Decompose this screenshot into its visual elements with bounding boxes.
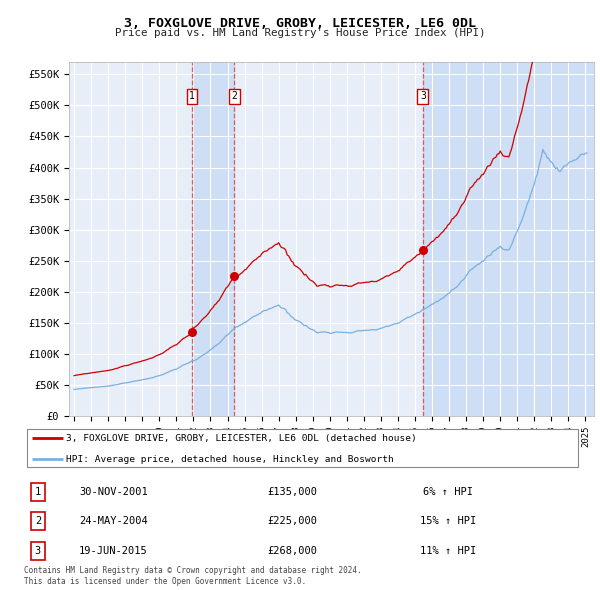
Text: 15% ↑ HPI: 15% ↑ HPI	[420, 516, 476, 526]
Text: £268,000: £268,000	[267, 546, 317, 556]
Text: 19-JUN-2015: 19-JUN-2015	[79, 546, 148, 556]
Bar	[192, 62, 234, 416]
Text: 1: 1	[189, 91, 195, 101]
Text: £225,000: £225,000	[267, 516, 317, 526]
Text: HPI: Average price, detached house, Hinckley and Bosworth: HPI: Average price, detached house, Hinc…	[66, 455, 394, 464]
Text: 24-MAY-2004: 24-MAY-2004	[79, 516, 148, 526]
Bar	[423, 62, 594, 416]
Text: 3, FOXGLOVE DRIVE, GROBY, LEICESTER, LE6 0DL (detached house): 3, FOXGLOVE DRIVE, GROBY, LEICESTER, LE6…	[66, 434, 416, 442]
Text: 2: 2	[231, 91, 237, 101]
Text: 11% ↑ HPI: 11% ↑ HPI	[420, 546, 476, 556]
Text: 3: 3	[35, 546, 41, 556]
Text: 2: 2	[35, 516, 41, 526]
Text: 3, FOXGLOVE DRIVE, GROBY, LEICESTER, LE6 0DL: 3, FOXGLOVE DRIVE, GROBY, LEICESTER, LE6…	[124, 17, 476, 30]
FancyBboxPatch shape	[27, 429, 578, 467]
Text: 3: 3	[420, 91, 426, 101]
Text: 1: 1	[35, 487, 41, 497]
Text: 30-NOV-2001: 30-NOV-2001	[79, 487, 148, 497]
Text: Contains HM Land Registry data © Crown copyright and database right 2024.
This d: Contains HM Land Registry data © Crown c…	[24, 566, 362, 586]
Text: 6% ↑ HPI: 6% ↑ HPI	[423, 487, 473, 497]
Text: Price paid vs. HM Land Registry's House Price Index (HPI): Price paid vs. HM Land Registry's House …	[115, 28, 485, 38]
Text: £135,000: £135,000	[267, 487, 317, 497]
